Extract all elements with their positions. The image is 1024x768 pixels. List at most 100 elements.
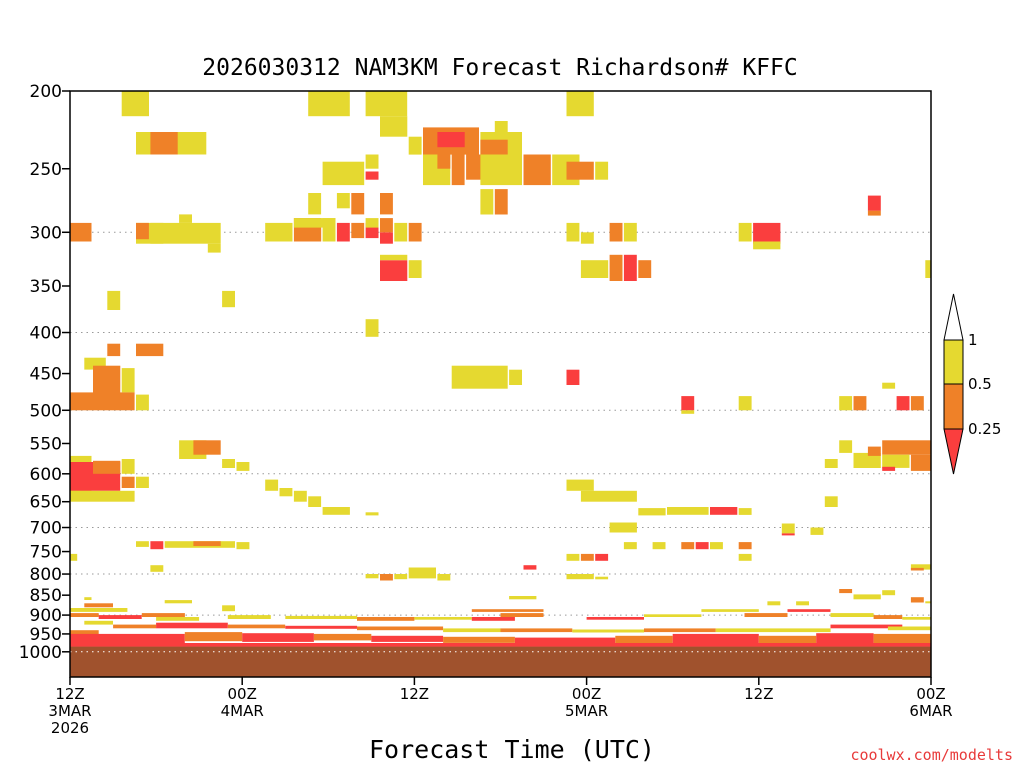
heatmap-cell-62: [609, 254, 623, 281]
y-tick-label-950: 950: [30, 625, 62, 645]
legend-top-arrow: [943, 293, 964, 341]
heatmap-cell-166: [222, 605, 235, 612]
heatmap-cell-205: [758, 635, 817, 643]
heatmap-cell-65: [925, 260, 931, 278]
heatmap-cell-168: [285, 615, 358, 619]
heatmap-cell-127: [236, 542, 250, 550]
legend-swatch-0: [943, 339, 964, 385]
x-tick-label-0-2: 2026: [51, 719, 89, 737]
heatmap-cell-52: [623, 222, 637, 242]
heatmap-cell-76: [451, 365, 508, 389]
heatmap-cell-126: [193, 541, 221, 546]
heatmap-cell-55: [753, 241, 781, 250]
y-tick-label-850: 850: [30, 586, 62, 606]
heatmap-cell-2: [365, 91, 408, 117]
y-tick-label-700: 700: [30, 519, 62, 539]
heatmap-cell-80: [681, 410, 695, 414]
heatmap-cell-171: [471, 617, 515, 621]
heatmap-cell-128: [70, 553, 78, 561]
heatmap-cell-88: [193, 440, 221, 455]
heatmap-cell-101: [308, 496, 322, 507]
heatmap-cell-72: [93, 365, 121, 396]
y-tick-label-750: 750: [30, 543, 62, 563]
heatmap-cell-11: [480, 139, 508, 155]
heatmap-cell-170: [414, 617, 472, 620]
heatmap-cell-67: [222, 290, 235, 308]
heatmap-cell-70: [136, 343, 164, 357]
heatmap-cell-14: [437, 154, 451, 169]
credit-text: coolwx.com/modelts: [850, 746, 1013, 764]
heatmap-cell-49: [566, 222, 580, 242]
heatmap-cell-130: [523, 565, 537, 570]
heatmap-cell-68: [365, 319, 379, 337]
heatmap-cell-207: [873, 633, 931, 643]
heatmap-cell-3: [566, 91, 594, 117]
heatmap-cell-99: [279, 488, 293, 497]
heatmap-cell-140: [738, 553, 752, 561]
x-tick-label-3-1: 5MAR: [565, 702, 608, 720]
heatmap-cell-160: [84, 603, 113, 608]
x-tick-label-2-0: 12Z: [400, 685, 429, 703]
heatmap-cell-193: [830, 624, 903, 629]
x-tick-label-1-0: 00Z: [228, 685, 257, 703]
heatmap-cell-146: [408, 567, 436, 579]
y-tick-label-200: 200: [30, 82, 62, 102]
heatmap-cell-6: [380, 116, 408, 137]
heatmap-cell-93: [93, 460, 121, 474]
heatmap-cell-20: [566, 161, 594, 180]
heatmap-cell-191: [644, 628, 716, 633]
heatmap-cell-165: [156, 617, 200, 621]
heatmap-cell-206: [816, 633, 874, 643]
heatmap-cell-60: [408, 260, 422, 278]
heatmap-cell-28: [336, 193, 350, 209]
y-tick-label-450: 450: [30, 365, 62, 385]
heatmap-cell-183: [113, 624, 157, 629]
heatmap-cell-108: [667, 507, 709, 515]
heatmap-cell-46: [380, 218, 393, 233]
y-tick-label-250: 250: [30, 160, 62, 180]
heatmap-cell-180: [873, 615, 903, 619]
heatmap-cell-29: [351, 193, 365, 215]
heatmap-cell-112: [781, 533, 795, 536]
heatmap-cell-78: [566, 369, 580, 385]
y-tick-label-550: 550: [30, 434, 62, 454]
heatmap-cell-34: [150, 222, 221, 244]
heatmap-cell-37: [265, 222, 293, 242]
heatmap-cell-25: [480, 189, 494, 215]
heatmap-cell-155: [910, 597, 924, 603]
heatmap-cell-141: [910, 564, 931, 570]
heatmap-cell-40: [293, 218, 336, 228]
heatmap-cell-197: [184, 632, 243, 642]
heatmap-cell-136: [681, 542, 695, 550]
heatmap-cell-123: [136, 541, 149, 547]
heatmap-cell-138: [710, 542, 723, 550]
heatmap-cell-163: [98, 615, 142, 619]
heatmap-cell-59: [380, 254, 408, 261]
heatmap-cell-169: [357, 617, 415, 621]
heatmap-cell-45: [365, 218, 379, 228]
heatmap-cell-153: [853, 594, 881, 600]
heatmap-cell-110: [738, 508, 752, 515]
heatmap-cell-167: [227, 615, 271, 619]
heatmap-cell-1: [308, 91, 350, 117]
heatmap-cell-139: [738, 542, 752, 550]
heatmap-cell-157: [767, 601, 781, 606]
heatmap-cell-131: [566, 553, 580, 561]
heatmap-cell-73: [121, 368, 135, 393]
heatmap-cell-30: [380, 193, 393, 215]
legend-label-2: 0.25: [968, 420, 1001, 438]
heatmap-cell-178: [787, 609, 831, 612]
heatmap-cell-190: [572, 629, 645, 633]
heatmap-cell-184: [156, 622, 228, 629]
heatmap-cell-176: [701, 609, 759, 612]
heatmap-cell-173: [471, 609, 544, 612]
heatmap-cell-164: [141, 613, 185, 617]
heatmap-cell-96: [136, 476, 149, 488]
heatmap-cell-22: [322, 161, 365, 186]
heatmap-cell-51: [609, 222, 623, 242]
heatmap-cell-77: [509, 369, 522, 385]
heatmap-cell-63: [623, 254, 637, 281]
heatmap-cell-7: [408, 136, 422, 155]
legend-swatch-1: [943, 383, 964, 430]
